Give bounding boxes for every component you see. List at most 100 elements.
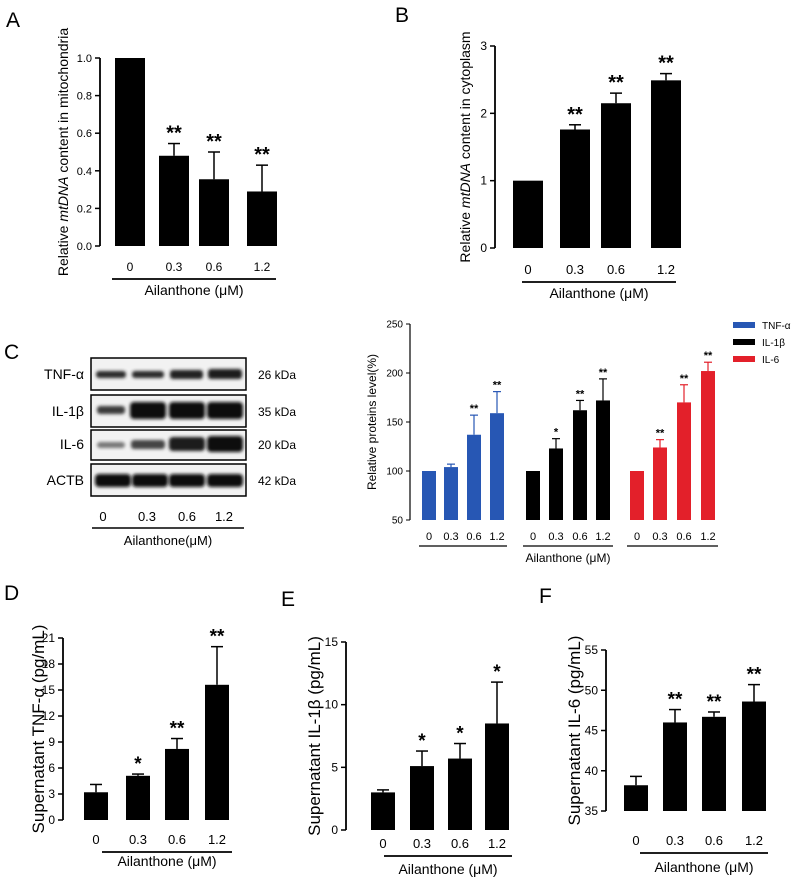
blot-row-il6: IL-6 20 kDa (60, 429, 296, 461)
y-tick-label: 200 (386, 369, 403, 380)
y-tick-label: 0 (48, 813, 55, 827)
x-tick-label: 1.2 (488, 836, 506, 851)
x-tick-label: 0.3 (652, 531, 667, 543)
y-axis-label-part: mtDNA (457, 163, 473, 208)
significance-mark: ** (668, 690, 683, 711)
bar-c-2-1 (653, 447, 667, 520)
x-tick-label: 0.3 (413, 836, 431, 851)
significance-mark: ** (680, 373, 689, 385)
x-tick-label: 0.3 (443, 531, 458, 543)
y-tick-label: 2 (480, 106, 487, 120)
significance-mark: ** (210, 627, 225, 648)
blot-band (130, 402, 166, 419)
significance-mark: ** (658, 53, 674, 75)
y-tick-label: 50 (585, 683, 599, 697)
y-tick-label: 0.6 (77, 128, 92, 140)
blot-label-tnf: TNF-α (44, 366, 84, 382)
x-tick-label: 0.3 (166, 260, 183, 274)
legend-swatch-1 (733, 339, 755, 345)
x-tick-label: 1.2 (700, 531, 715, 543)
bar-f-3 (742, 701, 766, 811)
panel-label-e: E (281, 588, 295, 611)
significance-mark: ** (166, 123, 182, 145)
y-axis-label-d: Supernatant TNF-α (pg/mL) (29, 625, 48, 834)
y-tick-label: 100 (386, 467, 403, 478)
significance-mark: ** (707, 692, 722, 713)
x-tick-label: 0 (524, 262, 531, 277)
blot-band (96, 371, 126, 378)
blot-band (97, 442, 125, 448)
y-tick-label: 0 (480, 241, 487, 255)
x-axis-label-d: Ailanthone (μM) (117, 853, 216, 869)
legend-swatch-0 (733, 322, 755, 328)
y-axis-label-part: Relative (457, 208, 473, 262)
bar-d-1 (126, 775, 150, 820)
bar-e-3 (485, 723, 509, 830)
x-tick-label: 0.6 (451, 836, 469, 851)
y-tick-label: 1.0 (77, 53, 92, 65)
x-tick-label: 1.2 (489, 531, 504, 543)
x-axis-label-a: Ailanthone (μM) (144, 282, 243, 298)
bar-b-1 (560, 129, 590, 248)
y-tick-label: 18 (42, 657, 56, 671)
blot-row-il1b: IL-1β 35 kDa (52, 394, 296, 428)
bar-b-2 (601, 103, 631, 248)
y-tick-label: 12 (42, 709, 56, 723)
significance-mark: ** (170, 719, 185, 740)
legend-label-1: IL-1β (762, 338, 785, 349)
significance-mark: * (493, 662, 501, 683)
blot-band (169, 474, 205, 487)
y-axis-label-e: Supernatant IL-1β (pg/mL) (305, 636, 324, 836)
y-tick-label: 5 (331, 760, 338, 774)
y-tick-label: 45 (585, 724, 599, 738)
x-tick-label: 1.2 (208, 832, 226, 847)
y-tick-label: 15 (42, 683, 56, 697)
legend-swatch-2 (733, 356, 755, 362)
blot-band (132, 371, 164, 378)
bar-c-1-1 (549, 448, 563, 520)
x-tick-label: 0.6 (466, 531, 481, 543)
x-tick-label: 0.3 (566, 262, 584, 277)
bar-e-0 (371, 792, 395, 830)
significance-mark: ** (656, 428, 665, 440)
y-tick-label: 0.8 (77, 91, 92, 103)
bar-f-0 (624, 785, 648, 811)
significance-mark: * (418, 731, 426, 752)
y-tick-label: 10 (325, 698, 339, 712)
blot-lane-label: 0.6 (178, 509, 196, 524)
significance-mark: ** (599, 367, 608, 379)
y-tick-label: 6 (48, 761, 55, 775)
y-tick-label: 55 (585, 643, 599, 657)
bar-a-0 (115, 58, 145, 246)
y-tick-label: 0.2 (77, 203, 92, 215)
y-tick-label: 1 (480, 174, 487, 188)
significance-mark: ** (493, 380, 502, 392)
y-tick-label: 0.0 (77, 241, 92, 253)
significance-mark: * (134, 754, 142, 775)
x-tick-label: 0 (634, 531, 640, 543)
y-tick-label: 40 (585, 764, 599, 778)
significance-mark: ** (470, 403, 479, 415)
blot-band (207, 474, 243, 487)
significance-mark: * (456, 724, 464, 745)
y-axis-label-b: Relative mtDNA content in cytoplasm (457, 31, 473, 262)
x-axis-label-f: Ailanthone (μM) (654, 859, 753, 875)
bar-c-2-2 (677, 402, 691, 520)
blot-row-actb: ACTB 42 kDa (47, 463, 296, 497)
blot-band (95, 474, 131, 487)
x-axis-label-c: Ailanthone (μM) (526, 551, 611, 565)
significance-mark: ** (206, 131, 222, 153)
x-tick-label: 0.6 (676, 531, 691, 543)
bar-d-2 (165, 748, 189, 820)
x-tick-label: 1.2 (745, 833, 763, 848)
bar-f-1 (663, 722, 687, 811)
blot-label-il6: IL-6 (60, 436, 84, 452)
bar-a-3 (247, 191, 277, 246)
bar-d-3 (205, 684, 229, 820)
significance-mark: ** (254, 144, 270, 166)
panel-label-a: A (6, 9, 20, 32)
blot-lane-label: 0 (99, 509, 106, 524)
bar-c-0-0 (422, 471, 436, 520)
bar-c-1-0 (526, 471, 540, 520)
significance-mark: ** (608, 72, 624, 94)
